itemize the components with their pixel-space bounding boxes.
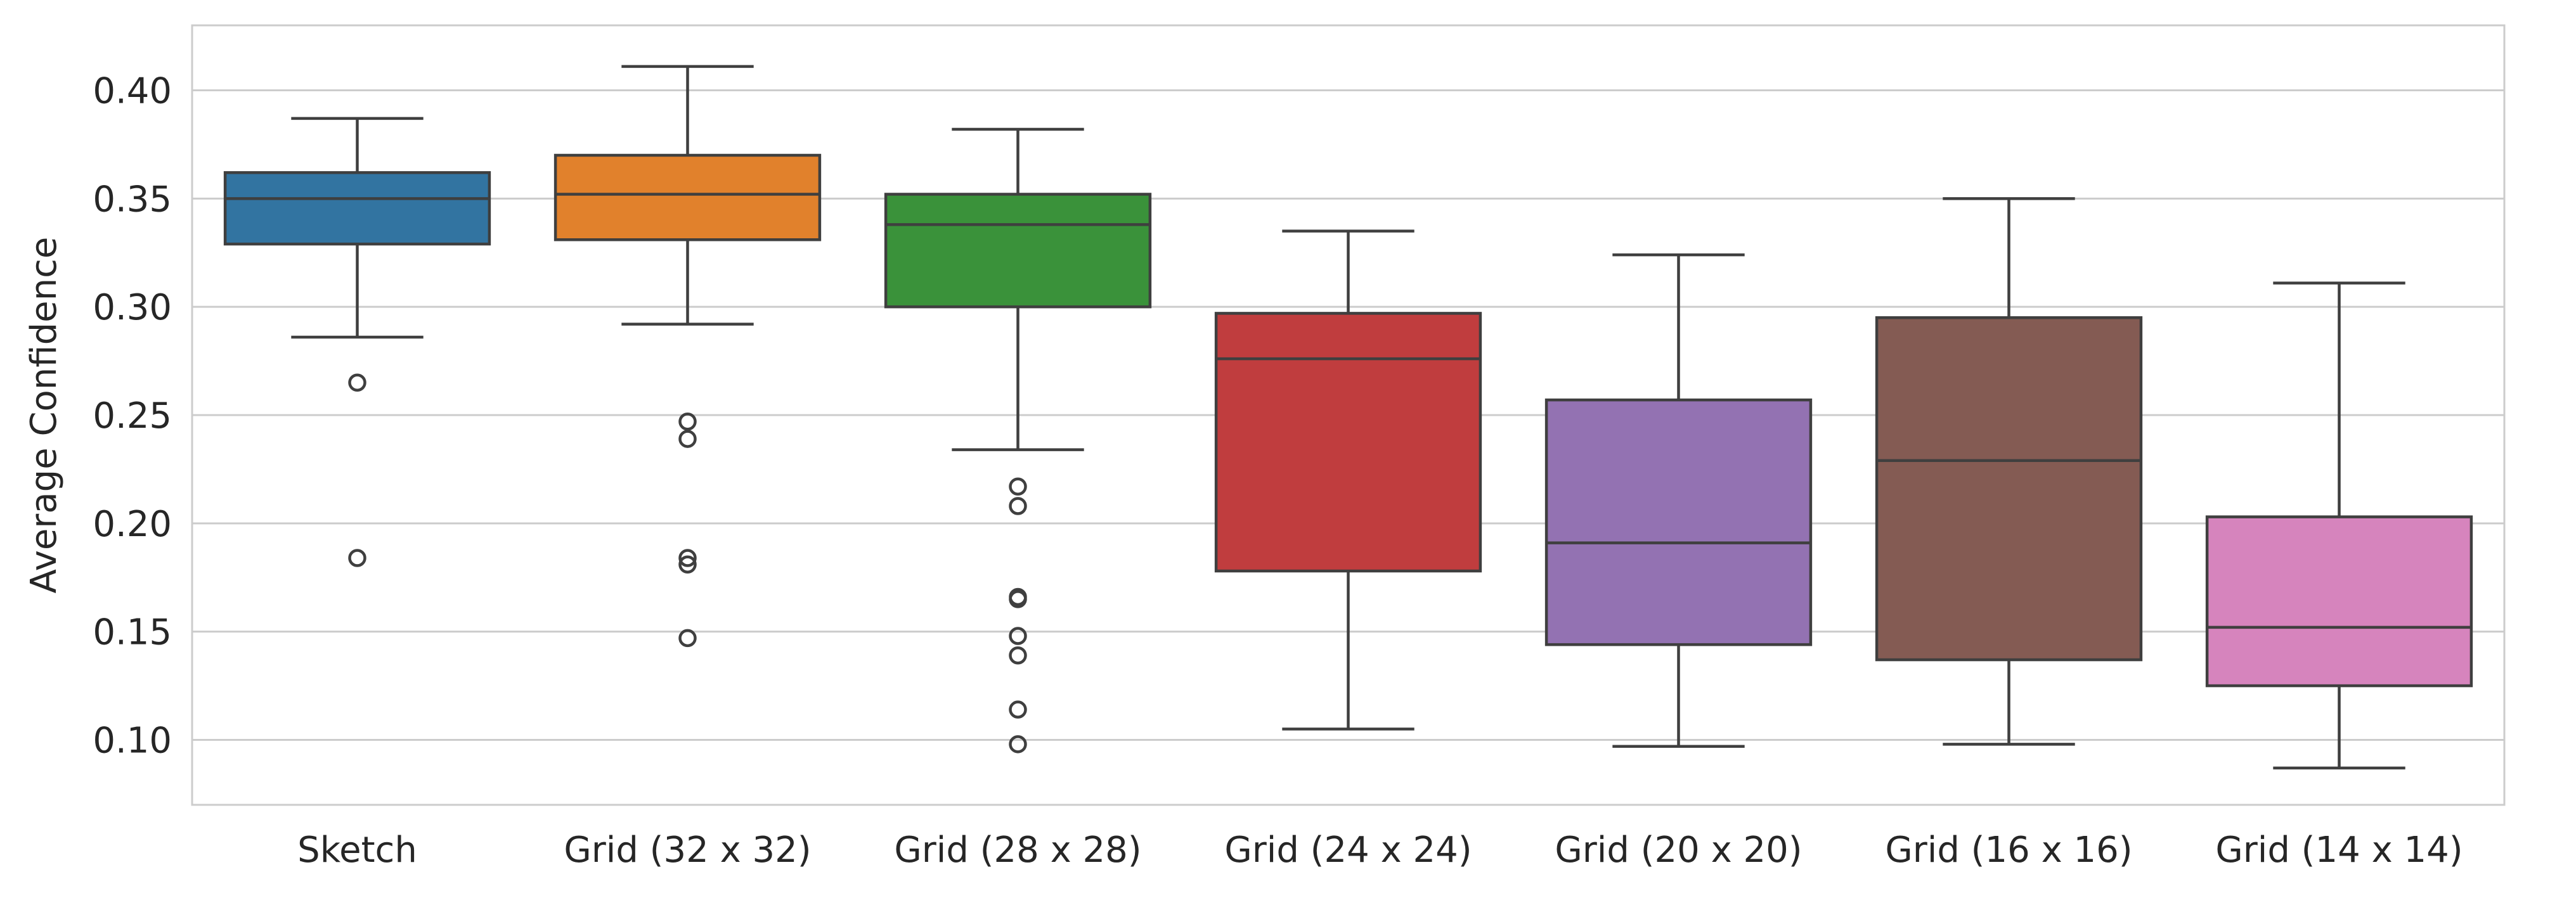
box	[1544, 398, 1813, 646]
box	[553, 153, 822, 241]
x-tick-label: Grid (24 x 24)	[1224, 830, 1472, 871]
box	[1875, 316, 2143, 662]
outlier-point	[1009, 590, 1027, 608]
outlier-point	[678, 555, 697, 574]
outlier-point	[1009, 627, 1027, 645]
outlier-point	[1009, 735, 1027, 754]
y-tick-label: 0.20	[93, 504, 172, 545]
outlier-point	[348, 549, 366, 567]
box-group	[2205, 281, 2473, 770]
box-group	[1544, 253, 1813, 748]
x-tick-label: Grid (28 x 28)	[894, 830, 1141, 871]
box	[884, 193, 1152, 309]
y-tick-label: 0.35	[93, 179, 172, 220]
box-group	[223, 117, 491, 567]
box	[2205, 515, 2473, 688]
box-group	[553, 65, 822, 648]
outlier-point	[1009, 477, 1027, 496]
box	[223, 171, 491, 246]
outlier-point	[678, 549, 697, 567]
outlier-point	[1009, 700, 1027, 719]
box-group	[884, 127, 1152, 754]
outlier-point	[1009, 646, 1027, 665]
box	[1214, 312, 1482, 573]
y-tick-label: 0.15	[93, 612, 172, 653]
x-tick-label: Sketch	[297, 830, 417, 871]
outlier-point	[1009, 497, 1027, 515]
x-axis-ticks: Sketch Grid (32 x 32) Grid (28 x 28) Grid (…	[297, 830, 2463, 871]
x-tick-label: Grid (16 x 16)	[1885, 830, 2132, 871]
y-tick-label: 0.10	[93, 721, 172, 762]
y-axis-label: Average Confidence	[23, 237, 65, 594]
y-tick-label: 0.25	[93, 395, 172, 437]
outlier-point	[348, 373, 366, 392]
y-axis-ticks: 0.10 0.15 0.20 0.25 0.30 0.35 0.40	[93, 71, 172, 762]
x-tick-label: Grid (20 x 20)	[1555, 830, 1802, 871]
x-tick-label: Grid (14 x 14)	[2215, 830, 2463, 871]
outlier-point	[678, 629, 697, 648]
y-tick-label: 0.30	[93, 287, 172, 328]
boxes	[223, 65, 2473, 770]
x-tick-label: Grid (32 x 32)	[564, 830, 811, 871]
y-tick-label: 0.40	[93, 71, 172, 112]
outlier-point	[678, 413, 697, 431]
box-group	[1875, 197, 2143, 746]
outlier-point	[678, 430, 697, 448]
plot-frame	[191, 24, 2506, 806]
box-group	[1214, 229, 1482, 731]
